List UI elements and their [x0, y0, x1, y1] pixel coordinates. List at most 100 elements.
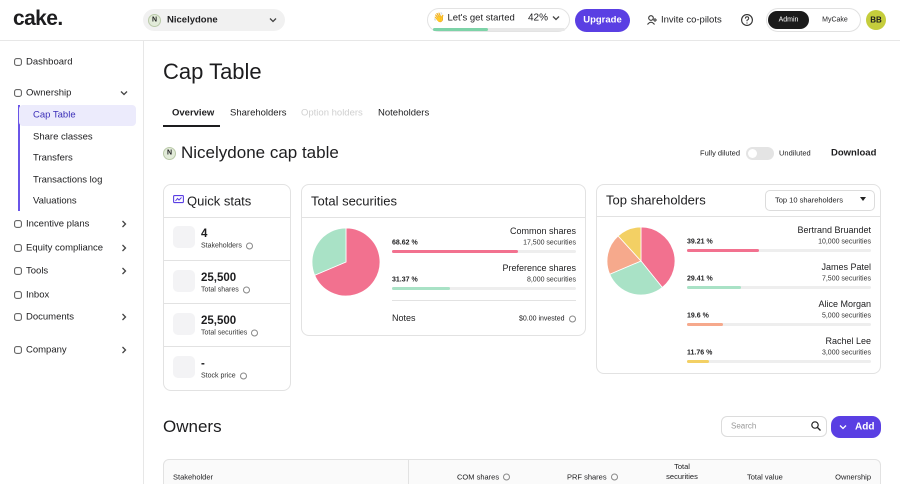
chevron-icon — [122, 346, 127, 354]
holder-percent: 11.76 % — [687, 349, 713, 357]
row-divider — [163, 346, 291, 347]
stat-label: Total securities — [201, 329, 248, 337]
tab[interactable]: Overview — [172, 107, 215, 119]
bar-track — [687, 286, 871, 289]
workspace-avatar — [148, 14, 161, 27]
stat-label-row: Total shares — [201, 286, 250, 294]
table-header — [163, 459, 881, 484]
pie-slice — [314, 227, 381, 297]
nav-item[interactable]: Ownership — [26, 87, 72, 99]
chevron-icon — [269, 18, 277, 23]
logo: cake. — [13, 7, 63, 30]
nav-item[interactable]: Documents — [26, 311, 75, 323]
stat-label: Stakeholders — [201, 242, 242, 250]
avatar-initials: BB — [870, 15, 882, 25]
stat-label-row: Total securities — [201, 329, 259, 337]
card-title: Top shareholders — [606, 192, 706, 208]
nav-item[interactable]: Company — [26, 344, 67, 356]
workspace-initial: N — [151, 16, 158, 24]
subnav-active — [19, 105, 136, 126]
toggle-label: Fully diluted — [700, 148, 741, 158]
section-title: Owners — [163, 417, 222, 436]
info-icon — [503, 473, 511, 481]
bar-fill — [687, 360, 709, 363]
column-header: Total value — [747, 472, 783, 482]
pie-slice — [311, 227, 347, 276]
invite-label[interactable]: Invite co-pilots — [661, 14, 722, 26]
role-option[interactable]: Admin — [778, 16, 799, 24]
holder-name: James Patel — [821, 262, 871, 272]
stat-value: - — [201, 358, 205, 370]
chevron-icon — [122, 220, 127, 228]
help-icon[interactable] — [741, 14, 753, 26]
nav-item[interactable]: Equity compliance — [26, 242, 104, 254]
search-box[interactable] — [721, 416, 827, 437]
nav-icon — [14, 346, 22, 354]
subnav-item[interactable]: Transactions log — [33, 174, 103, 186]
filter-dropdown[interactable] — [765, 190, 875, 211]
tab[interactable]: Noteholders — [378, 107, 430, 119]
nav-icon — [14, 267, 22, 275]
row-divider — [163, 260, 291, 261]
holder-name: Rachel Lee — [825, 336, 871, 346]
role-active[interactable] — [768, 11, 809, 29]
sidebar-border — [143, 41, 144, 484]
holder-securities: 10,000 securities — [818, 238, 871, 246]
bar-fill — [392, 250, 519, 253]
top-shareholders-card — [596, 184, 881, 374]
subnav-item[interactable]: Valuations — [33, 195, 77, 207]
class-name: Preference shares — [502, 263, 576, 273]
nav-item[interactable]: Dashboard — [26, 56, 73, 68]
stat-value: 4 — [201, 228, 208, 240]
upgrade-label: Upgrade — [583, 14, 622, 26]
notes-invested-row: $0.00 invested — [519, 315, 576, 323]
holder-percent: 29.41 % — [687, 275, 713, 283]
subnav-item[interactable]: Share classes — [33, 131, 93, 143]
role-option[interactable]: MyCake — [822, 16, 848, 24]
role-switch — [766, 8, 861, 32]
download-button[interactable]: Download — [831, 147, 877, 159]
stat-label: Stock price — [201, 372, 236, 380]
info-icon — [610, 473, 618, 481]
pie-slice — [617, 226, 642, 263]
nav-icon — [14, 220, 22, 228]
pie-chart — [311, 227, 381, 297]
upgrade-button[interactable] — [575, 9, 630, 32]
toggle-knob — [748, 149, 757, 158]
info-icon — [242, 286, 250, 294]
card-title: Total securities — [311, 193, 397, 209]
tab[interactable]: Shareholders — [230, 107, 287, 119]
stats-icon — [173, 195, 184, 204]
pie-slice — [640, 226, 676, 289]
progress-fill — [433, 28, 489, 31]
search-icon — [811, 421, 821, 431]
onboarding-pill[interactable] — [427, 8, 570, 32]
onboarding-label: 👋 Let's get started — [433, 12, 515, 24]
workspace-switcher[interactable] — [143, 9, 285, 31]
stat-icon — [173, 356, 195, 378]
column-header: COM shares — [457, 472, 500, 482]
page-title: Cap Table — [163, 59, 262, 84]
nav-item[interactable]: Tools — [26, 265, 49, 277]
info-icon — [568, 315, 576, 323]
tab[interactable]: Option holders — [301, 107, 363, 119]
bar-track — [687, 249, 871, 252]
row-divider — [163, 303, 291, 304]
nav-item[interactable]: Inbox — [26, 289, 50, 301]
chevron-icon — [122, 267, 127, 275]
stat-label-row: Stakeholders — [201, 242, 253, 250]
subnav-line — [18, 105, 20, 211]
holder-percent: 19.6 % — [687, 312, 709, 320]
chevron-icon — [552, 16, 560, 21]
subnav-item[interactable]: Transfers — [33, 152, 73, 164]
nav-item[interactable]: Incentive plans — [26, 218, 90, 230]
bar-track — [687, 360, 871, 363]
subnav-item[interactable]: Cap Table — [33, 109, 76, 121]
chevron-icon — [122, 313, 127, 321]
user-avatar[interactable] — [866, 10, 886, 30]
notes-invested: $0.00 invested — [519, 315, 565, 323]
search-placeholder: Search — [731, 421, 757, 431]
stat-icon — [173, 313, 195, 335]
add-button[interactable] — [831, 416, 881, 438]
column-header: PRF shares — [567, 472, 607, 482]
